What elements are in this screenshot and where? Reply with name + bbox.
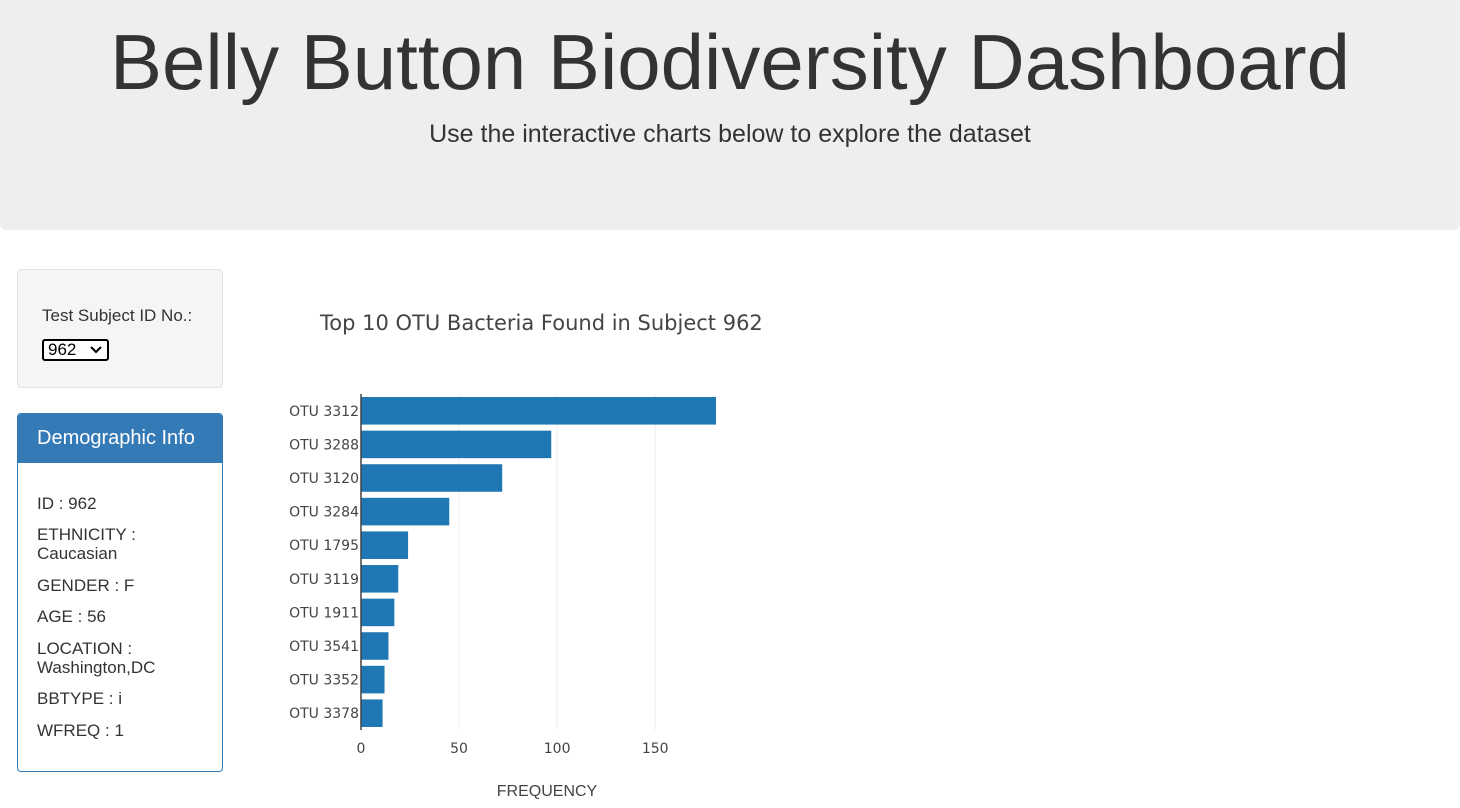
chevron-down-icon — [90, 346, 102, 354]
bar-otu-1795[interactable] — [361, 531, 409, 559]
subject-id-select[interactable]: 962 — [42, 339, 109, 361]
demo-gender: GENDER : F — [37, 576, 135, 595]
y-tick-label: OTU 3312 — [289, 404, 359, 420]
demo-ethnicity: ETHNICITY : Caucasian — [37, 525, 136, 563]
bar-otu-3284[interactable] — [361, 497, 450, 526]
chart-x-tick-labels: 0 50 100 150 — [357, 741, 669, 757]
bar-otu-1911[interactable] — [361, 598, 395, 627]
bar-otu-3288[interactable] — [361, 430, 552, 459]
y-tick-label: OTU 3120 — [289, 471, 359, 487]
x-tick-label: 0 — [357, 741, 366, 757]
demographic-info-panel: Demographic Info ID : 962 ETHNICITY : Ca… — [17, 413, 223, 772]
demographic-info-heading: Demographic Info — [18, 414, 222, 463]
demo-wfreq: WFREQ : 1 — [37, 721, 124, 740]
header-jumbotron: Belly Button Biodiversity Dashboard Use … — [0, 0, 1460, 230]
bar-otu-3119[interactable] — [361, 565, 399, 593]
demographic-info-title: Demographic Info — [37, 427, 195, 449]
y-tick-label: OTU 3541 — [289, 639, 359, 655]
y-tick-label: OTU 3288 — [289, 437, 359, 453]
chart-title: Top 10 OTU Bacteria Found in Subject 962 — [319, 311, 763, 335]
demo-location: LOCATION : Washington,DC — [37, 639, 156, 677]
x-tick-label: 100 — [544, 741, 571, 757]
chart-y-tick-labels: OTU 3312 OTU 3288 OTU 3120 OTU 3284 OTU 1795… — [289, 404, 359, 722]
demo-id: ID : 962 — [37, 494, 97, 513]
bar-otu-3120[interactable] — [361, 464, 503, 492]
y-tick-label: OTU 3378 — [289, 706, 359, 722]
y-tick-label: OTU 1795 — [289, 538, 359, 554]
y-tick-label: OTU 1911 — [289, 605, 359, 621]
bar-otu-3541[interactable] — [361, 632, 389, 660]
subject-selector-well: Test Subject ID No.: 962 — [17, 269, 223, 388]
demo-bbtype: BBTYPE : i — [37, 689, 123, 708]
subject-id-label: Test Subject ID No.: — [42, 306, 193, 325]
page-title: Belly Button Biodiversity Dashboard — [110, 18, 1350, 106]
page-subtitle: Use the interactive charts below to expl… — [429, 120, 1031, 148]
subject-id-selected-value: 962 — [48, 340, 77, 359]
x-tick-label: 50 — [450, 741, 468, 757]
chart-x-axis-title: FREQUENCY — [497, 783, 598, 800]
chart-bars — [361, 397, 716, 727]
demo-age: AGE : 56 — [37, 607, 106, 626]
bar-otu-3312[interactable] — [361, 397, 716, 425]
bar-otu-3352[interactable] — [361, 665, 385, 694]
y-tick-label: OTU 3352 — [289, 673, 359, 689]
y-tick-label: OTU 3119 — [289, 572, 359, 588]
bar-otu-3378[interactable] — [361, 699, 383, 727]
x-tick-label: 150 — [642, 741, 669, 757]
otu-bar-chart: Top 10 OTU Bacteria Found in Subject 962… — [289, 311, 763, 800]
y-tick-label: OTU 3284 — [289, 505, 359, 521]
